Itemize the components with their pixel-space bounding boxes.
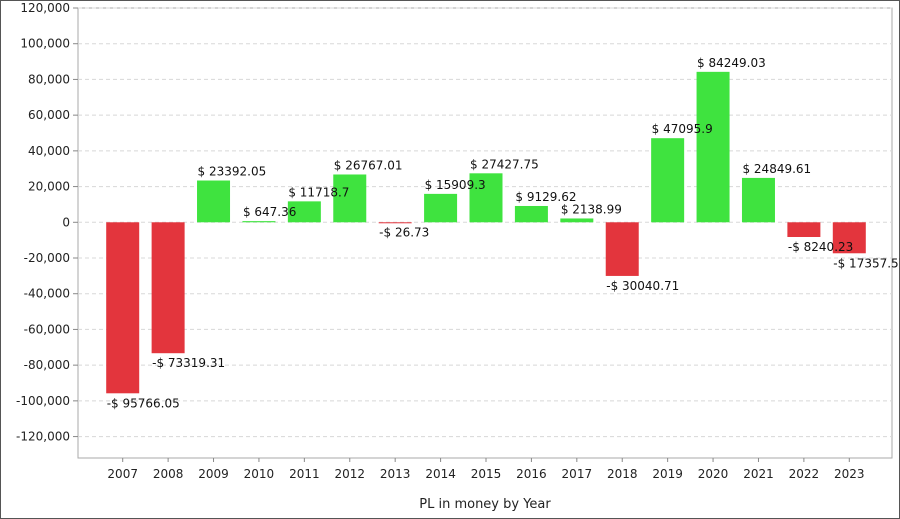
bar-2007: [106, 222, 140, 394]
data-label-2009: $ 23392.05: [198, 165, 267, 179]
data-label-2023: -$ 17357.57: [833, 256, 900, 270]
x-axis-ticks: 2007 2008 2009 2010 2011 2012 2013 2014 2015 2016…: [107, 458, 865, 481]
bar-2009: [197, 180, 231, 223]
data-labels: -$ 95766.05 -$ 73319.31 $ 23392.05 $ 647.36…: [107, 56, 900, 410]
data-label-2007: -$ 95766.05: [107, 396, 180, 410]
bar-2011: [287, 201, 321, 223]
bar-2019: [651, 138, 685, 223]
x-tick-label-2020: 2020: [698, 467, 729, 481]
data-label-2008: -$ 73319.31: [152, 356, 225, 370]
y-tick-label: -80,000: [24, 358, 70, 372]
y-tick-label: -100,000: [16, 394, 70, 408]
x-tick-label-2008: 2008: [153, 467, 184, 481]
y-tick-label: 80,000: [28, 72, 70, 86]
bar-2017: [560, 218, 594, 223]
x-tick-label-2016: 2016: [516, 467, 547, 481]
x-tick-label-2018: 2018: [607, 467, 638, 481]
bars: [106, 71, 866, 394]
data-label-2020: $ 84249.03: [697, 56, 766, 70]
x-tick-label-2012: 2012: [334, 467, 365, 481]
grid-lines: [78, 7, 892, 438]
bar-2022: [787, 222, 821, 238]
x-tick-label-2017: 2017: [562, 467, 593, 481]
y-tick-label: -60,000: [24, 322, 70, 336]
y-axis-ticks: 120,000 100,000 80,000 60,000 40,000 20,000 0 -…: [16, 1, 78, 444]
bar-2021: [741, 177, 775, 223]
data-label-2013: -$ 26.73: [379, 225, 429, 239]
x-tick-label-2021: 2021: [743, 467, 774, 481]
x-tick-label-2022: 2022: [789, 467, 820, 481]
bar-2013: [378, 222, 412, 224]
bar-2008: [151, 222, 185, 354]
data-label-2016: $ 9129.62: [515, 190, 576, 204]
x-tick-label-2019: 2019: [652, 467, 683, 481]
y-tick-label: 20,000: [28, 180, 70, 194]
y-tick-label: 120,000: [20, 1, 70, 15]
x-tick-label-2010: 2010: [244, 467, 275, 481]
bar-2012: [333, 174, 367, 223]
data-label-2022: -$ 8240.23: [788, 240, 853, 254]
plot-area: [77, 7, 893, 459]
x-tick-label-2023: 2023: [834, 467, 865, 481]
x-tick-label-2015: 2015: [471, 467, 502, 481]
y-tick-label: -40,000: [24, 287, 70, 301]
y-tick-label: 60,000: [28, 108, 70, 122]
bar-2010: [242, 221, 276, 223]
data-label-2018: -$ 30040.71: [606, 279, 679, 293]
x-tick-label-2011: 2011: [289, 467, 320, 481]
y-tick-label: 40,000: [28, 144, 70, 158]
data-label-2015: $ 27427.75: [470, 157, 539, 171]
bar-2015: [469, 173, 503, 223]
data-label-2017: $ 2138.99: [561, 202, 622, 216]
data-label-2012: $ 26767.01: [334, 158, 403, 172]
y-tick-label: -120,000: [16, 430, 70, 444]
bar-2014: [424, 193, 458, 223]
x-tick-label-2013: 2013: [380, 467, 411, 481]
data-label-2011: $ 11718.7: [288, 185, 349, 199]
data-label-2019: $ 47095.9: [652, 122, 713, 136]
x-axis-title: PL in money by Year: [419, 497, 551, 512]
x-tick-label-2009: 2009: [198, 467, 229, 481]
y-tick-label: -20,000: [24, 251, 70, 265]
data-label-2014: $ 15909.3: [425, 178, 486, 192]
bar-2020: [696, 71, 730, 223]
y-tick-label: 100,000: [20, 37, 70, 51]
x-tick-label-2007: 2007: [107, 467, 138, 481]
data-label-2010: $ 647.36: [243, 205, 296, 219]
x-tick-label-2014: 2014: [425, 467, 456, 481]
bar-2018: [605, 222, 639, 276]
bar-2016: [514, 205, 548, 223]
y-tick-label: 0: [62, 215, 70, 229]
bar-2023: [832, 222, 866, 254]
data-label-2021: $ 24849.61: [742, 162, 811, 176]
